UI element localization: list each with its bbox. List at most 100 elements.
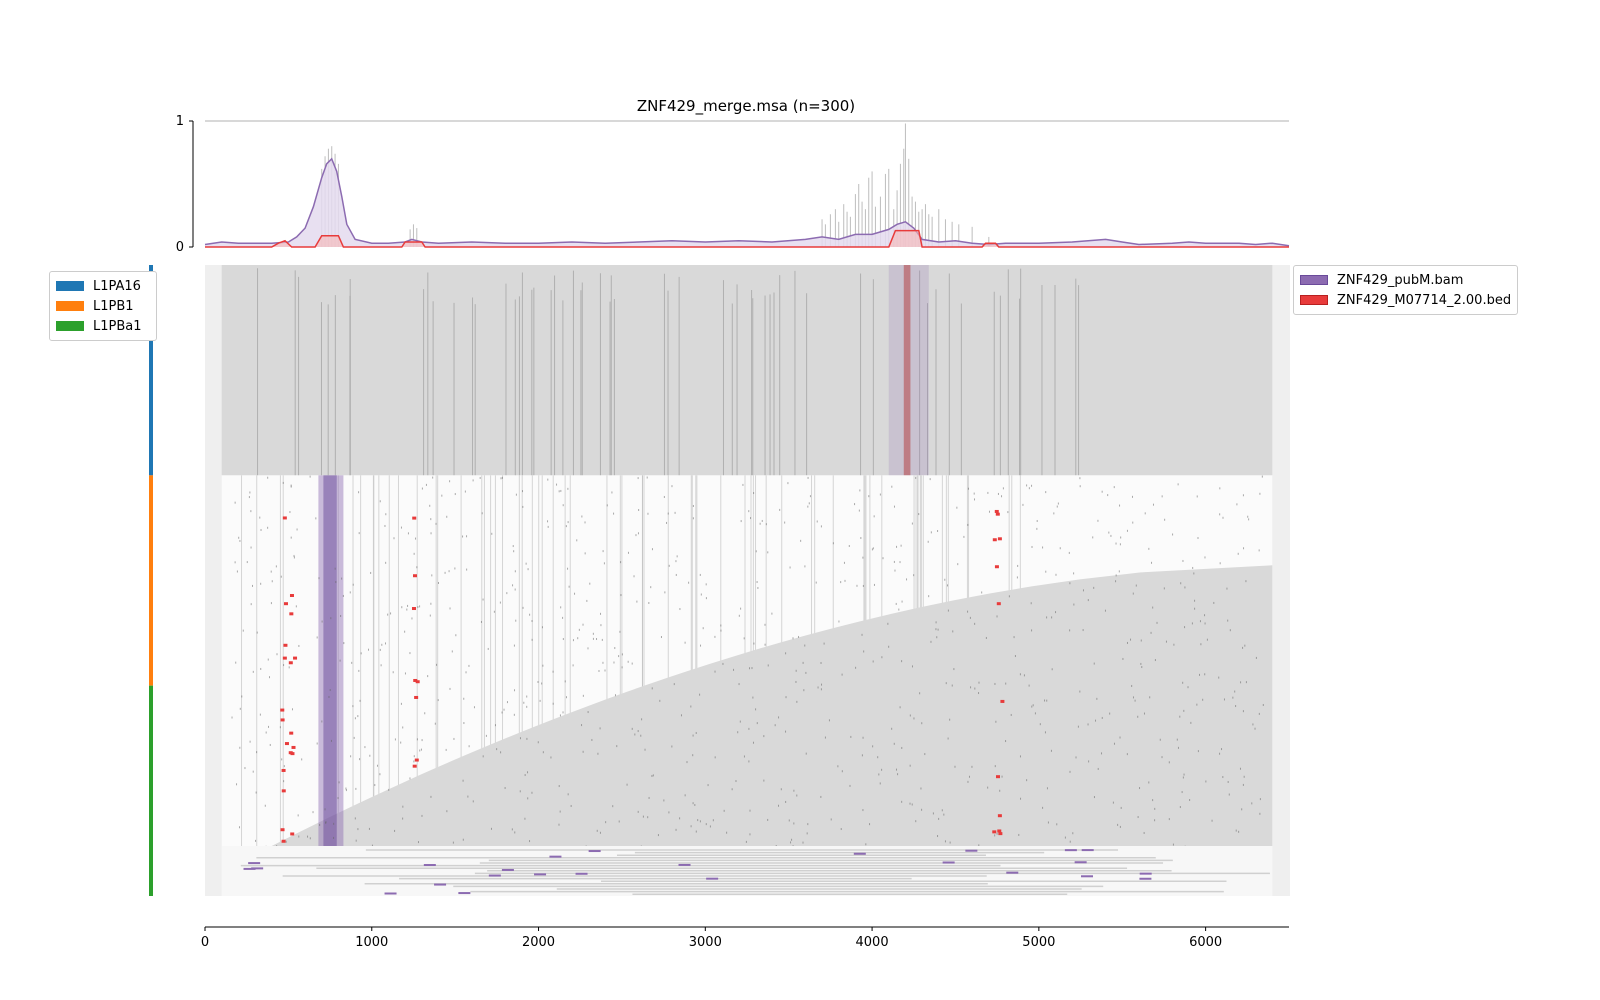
alignment-mismatch xyxy=(1143,831,1145,834)
alignment-mismatch xyxy=(559,714,561,717)
alignment-mismatch xyxy=(1240,681,1242,684)
alignment-mismatch xyxy=(234,501,236,504)
motif-hit xyxy=(281,839,286,843)
alignment-mismatch xyxy=(444,571,446,574)
alignment-mismatch xyxy=(1239,767,1241,770)
alignment-mismatch xyxy=(911,665,913,668)
alignment-mismatch xyxy=(1010,713,1012,716)
alignment-mismatch xyxy=(350,755,352,758)
alignment-mismatch xyxy=(1177,483,1179,486)
alignment-mismatch xyxy=(514,588,516,591)
alignment-mismatch xyxy=(1154,659,1156,662)
alignment-mismatch xyxy=(692,802,694,805)
alignment-mismatch xyxy=(891,727,893,730)
alignment-mismatch xyxy=(290,536,292,539)
alignment-mismatch xyxy=(600,612,602,615)
alignment-mismatch xyxy=(740,520,742,523)
alignment-mismatch xyxy=(1087,599,1089,602)
alignment-mismatch xyxy=(995,720,997,723)
alignment-mismatch xyxy=(1159,738,1161,741)
alignment-mismatch xyxy=(436,663,438,666)
alignment-mismatch xyxy=(455,634,457,637)
alignment-mismatch xyxy=(913,574,915,577)
alignment-mismatch xyxy=(394,829,396,832)
alignment-mismatch xyxy=(589,582,591,585)
alignment-mismatch xyxy=(859,489,861,492)
alignment-mismatch xyxy=(244,767,246,770)
alignment-mismatch xyxy=(250,510,252,513)
alignment-mismatch xyxy=(1050,749,1052,752)
alignment-mismatch xyxy=(737,731,739,734)
alignment-mismatch xyxy=(584,552,586,555)
alignment-mismatch xyxy=(1028,684,1030,687)
alignment-mismatch xyxy=(838,620,840,623)
alignment-mismatch xyxy=(899,706,901,709)
alignment-mismatch xyxy=(1219,752,1221,755)
alignment-mismatch xyxy=(1182,681,1184,684)
alignment-mismatch xyxy=(270,602,272,605)
alignment-mismatch xyxy=(1183,773,1185,776)
alignment-mismatch xyxy=(246,561,248,564)
alignment-read-hit xyxy=(251,867,264,870)
alignment-mismatch xyxy=(279,726,281,729)
alignment-mismatch xyxy=(1135,584,1137,587)
alignment-mismatch xyxy=(1013,636,1015,639)
alignment-mismatch xyxy=(407,532,409,535)
alignment-mismatch xyxy=(996,615,998,618)
alignment-mismatch xyxy=(1131,684,1133,687)
alignment-mismatch xyxy=(338,781,340,784)
alignment-read-hit xyxy=(549,855,562,858)
alignment-mismatch xyxy=(743,637,745,640)
alignment-mismatch xyxy=(591,738,593,741)
alignment-mismatch xyxy=(671,485,673,488)
alignment-mismatch xyxy=(430,795,432,798)
alignment-mismatch xyxy=(1242,494,1244,497)
alignment-mismatch xyxy=(513,644,515,647)
motif-hit xyxy=(994,509,999,513)
motif-hit xyxy=(996,775,1001,779)
alignment-mismatch xyxy=(547,520,549,523)
alignment-mismatch xyxy=(733,668,735,671)
alignment-mismatch xyxy=(1182,776,1184,779)
alignment-mismatch xyxy=(1176,738,1178,741)
alignment-mismatch xyxy=(565,525,567,528)
alignment-mismatch xyxy=(663,799,665,802)
alignment-mismatch xyxy=(337,797,339,800)
alignment-mismatch xyxy=(291,708,293,711)
alignment-mismatch xyxy=(767,664,769,667)
alignment-mismatch xyxy=(872,547,874,550)
alignment-mismatch xyxy=(994,682,996,685)
alignment-mismatch xyxy=(359,758,361,761)
alignment-mismatch xyxy=(392,671,394,674)
alignment-mismatch xyxy=(315,517,317,520)
alignment-mismatch xyxy=(638,509,640,512)
alignment-mismatch xyxy=(937,628,939,631)
alignment-mismatch xyxy=(751,667,753,670)
alignment-mismatch xyxy=(815,581,817,584)
group-strip-l1pba1 xyxy=(149,685,153,896)
alignment-mismatch xyxy=(935,621,937,624)
alignment-mismatch xyxy=(1077,725,1079,728)
alignment-mismatch xyxy=(1194,607,1196,610)
legend-swatch-l1pba1 xyxy=(56,321,84,331)
alignment-mismatch xyxy=(371,844,373,847)
alignment-mismatch xyxy=(660,636,662,639)
alignment-mismatch xyxy=(944,578,946,581)
alignment-mismatch xyxy=(537,680,539,683)
alignment-mismatch xyxy=(1259,492,1261,495)
alignment-mismatch xyxy=(586,599,588,602)
alignment-mismatch xyxy=(1191,622,1193,625)
alignment-mismatch xyxy=(879,493,881,496)
alignment-mismatch xyxy=(1179,806,1181,809)
alignment-mismatch xyxy=(947,737,949,740)
motif-hit xyxy=(998,832,1003,836)
x-tick-label: 2000 xyxy=(522,935,555,950)
alignment-mismatch xyxy=(329,689,331,692)
alignment-mismatch xyxy=(919,692,921,695)
alignment-mismatch xyxy=(432,476,434,479)
coverage-line-bam xyxy=(204,157,1290,247)
alignment-mismatch xyxy=(1122,657,1124,660)
alignment-mismatch xyxy=(562,504,564,507)
alignment-mismatch xyxy=(1184,626,1186,629)
alignment-mismatch xyxy=(596,638,598,641)
